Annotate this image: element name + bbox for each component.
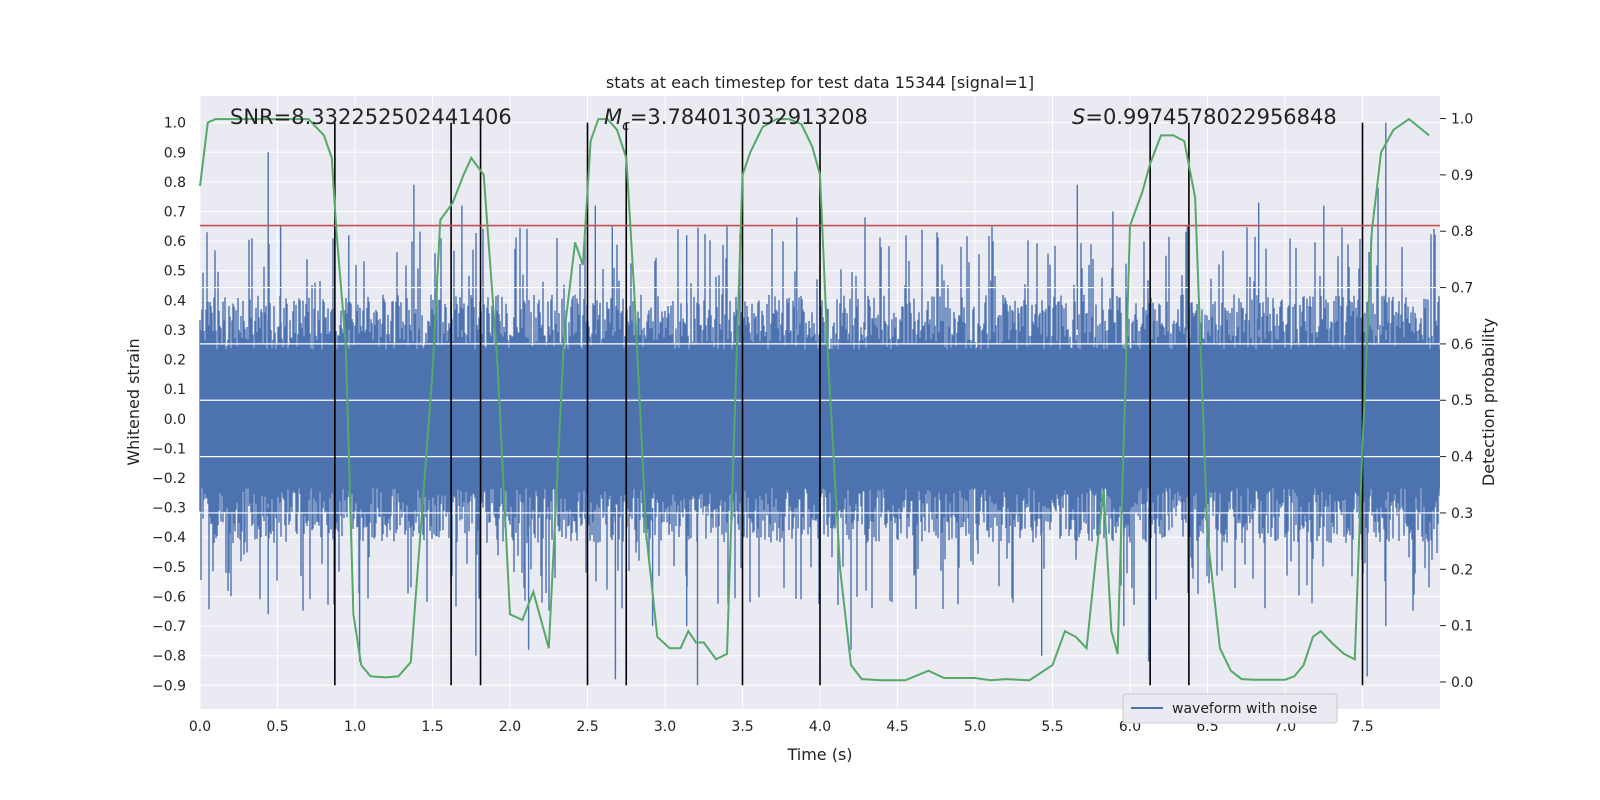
chirp-mass-subscript: c [622, 118, 630, 134]
legend-box [1122, 693, 1338, 724]
legend: waveform with noise [1122, 693, 1338, 724]
y-axis-ticks: −0.9 −0.8 −0.7 −0.6 −0.5 −0.4 −0.3 −0.2 −0.1 0.0 0… [152, 116, 186, 695]
y-tick-label: 0.9 [164, 145, 186, 161]
x-tick-label: 1.0 [344, 719, 366, 735]
y-tick-label: 0.3 [164, 323, 186, 339]
snr-annotation: SNR=8.332252502441406 [230, 105, 512, 129]
y2-tick-label: 0.5 [1451, 393, 1473, 409]
y2-tick-label: 0.3 [1451, 506, 1473, 522]
x-tick-label: 4.5 [886, 719, 908, 735]
y2-tick-label: 0.4 [1451, 450, 1473, 466]
y2-axis-ticks: 0.0 0.1 0.2 0.3 0.4 0.5 0.6 0.7 0.8 0.9 1.0 [1440, 112, 1473, 691]
x-tick-label: 3.0 [654, 719, 676, 735]
y-tick-label: 0.4 [164, 293, 186, 309]
y2-tick-label: 0.9 [1451, 168, 1473, 184]
chirp-mass-value: =3.784013032913208 [630, 105, 868, 129]
x-tick-label: 0.0 [189, 719, 211, 735]
spin-value: =0.9974578022956848 [1085, 105, 1336, 129]
y-tick-label: 0.7 [164, 204, 186, 220]
x-tick-label: 3.5 [731, 719, 753, 735]
chart-title: stats at each timestep for test data 153… [606, 73, 1034, 92]
event-lines [334, 122, 1364, 686]
y2-tick-label: 0.1 [1451, 619, 1473, 635]
spin-annotation: S=0.9974578022956848 [1072, 105, 1337, 129]
y2-tick-label: 0.8 [1451, 224, 1473, 240]
y-axis-label: Whitened strain [124, 338, 143, 465]
y2-tick-label: 1.0 [1451, 112, 1473, 128]
probability-line [199, 117, 1430, 682]
y-tick-label: −0.1 [152, 441, 186, 457]
y2-tick-label: 0.7 [1451, 281, 1473, 297]
probability-series [199, 117, 1430, 682]
y-tick-label: 0.6 [164, 234, 186, 250]
y-tick-label: −0.8 [152, 649, 186, 665]
y-tick-label: 0.2 [164, 353, 186, 369]
x-axis-label: Time (s) [786, 745, 852, 764]
y-tick-label: −0.9 [152, 678, 186, 694]
y-tick-label: 0.0 [164, 412, 186, 428]
x-tick-label: 2.0 [499, 719, 521, 735]
y-tick-label: −0.4 [152, 530, 186, 546]
x-tick-label: 4.0 [809, 719, 831, 735]
chirp-mass-annotation: Mc=3.784013032913208 [604, 105, 868, 134]
y-tick-label: −0.7 [152, 619, 186, 635]
x-tick-label: 5.5 [1041, 719, 1063, 735]
x-tick-label: 1.5 [421, 719, 443, 735]
x-tick-label: 7.5 [1351, 719, 1373, 735]
y-tick-label: −0.2 [152, 471, 186, 487]
x-tick-label: 0.5 [266, 719, 288, 735]
y-tick-label: −0.3 [152, 501, 186, 517]
chirp-mass-symbol: M [604, 105, 622, 129]
x-tick-label: 5.0 [964, 719, 986, 735]
y-tick-label: 0.5 [164, 264, 186, 280]
y-tick-label: −0.6 [152, 589, 186, 605]
y-tick-label: 1.0 [164, 116, 186, 132]
y2-axis-label: Detection probability [1479, 318, 1498, 486]
legend-label: waveform with noise [1172, 701, 1317, 717]
y2-tick-label: 0.2 [1451, 562, 1473, 578]
y-tick-label: −0.5 [152, 560, 186, 576]
y2-tick-label: 0.0 [1451, 675, 1473, 691]
y-tick-label: 0.1 [164, 382, 186, 398]
y2-tick-label: 0.6 [1451, 337, 1473, 353]
y-tick-label: 0.8 [164, 175, 186, 191]
x-tick-label: 2.5 [576, 719, 598, 735]
spin-symbol: S [1072, 105, 1085, 129]
